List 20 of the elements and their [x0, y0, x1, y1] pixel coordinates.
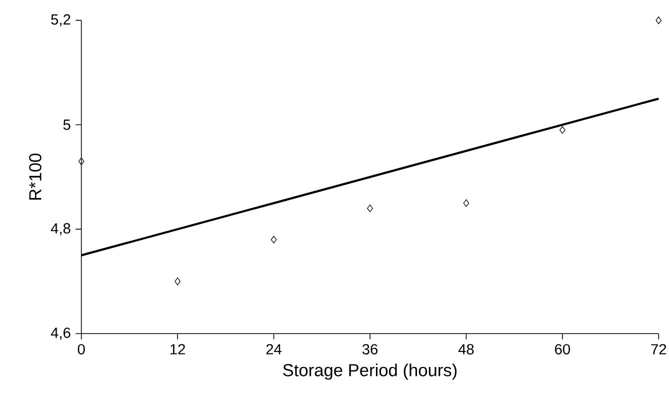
point	[656, 16, 662, 24]
x-axis-title: Storage Period (hours)	[283, 364, 457, 380]
x-tick-label: 12	[170, 344, 185, 354]
point	[174, 278, 180, 286]
x-tick-label: 0	[78, 344, 85, 354]
point	[270, 236, 277, 244]
point	[78, 158, 84, 166]
x-tick-label: 36	[362, 344, 378, 354]
x-tick-label: 72	[651, 344, 666, 354]
point	[463, 199, 470, 207]
y-tick-label: 5,2	[51, 14, 70, 26]
x-tick-label: 60	[555, 344, 570, 354]
y-axis-title: R*100	[29, 154, 42, 200]
y-tick-label: 5	[63, 120, 70, 130]
point	[367, 204, 373, 212]
x-tick-label: 48	[458, 344, 474, 354]
point	[559, 126, 566, 134]
y-tick-label: 4,6	[50, 328, 70, 340]
x-tick-label: 24	[266, 344, 282, 354]
y-tick-label: 4,8	[50, 223, 70, 236]
